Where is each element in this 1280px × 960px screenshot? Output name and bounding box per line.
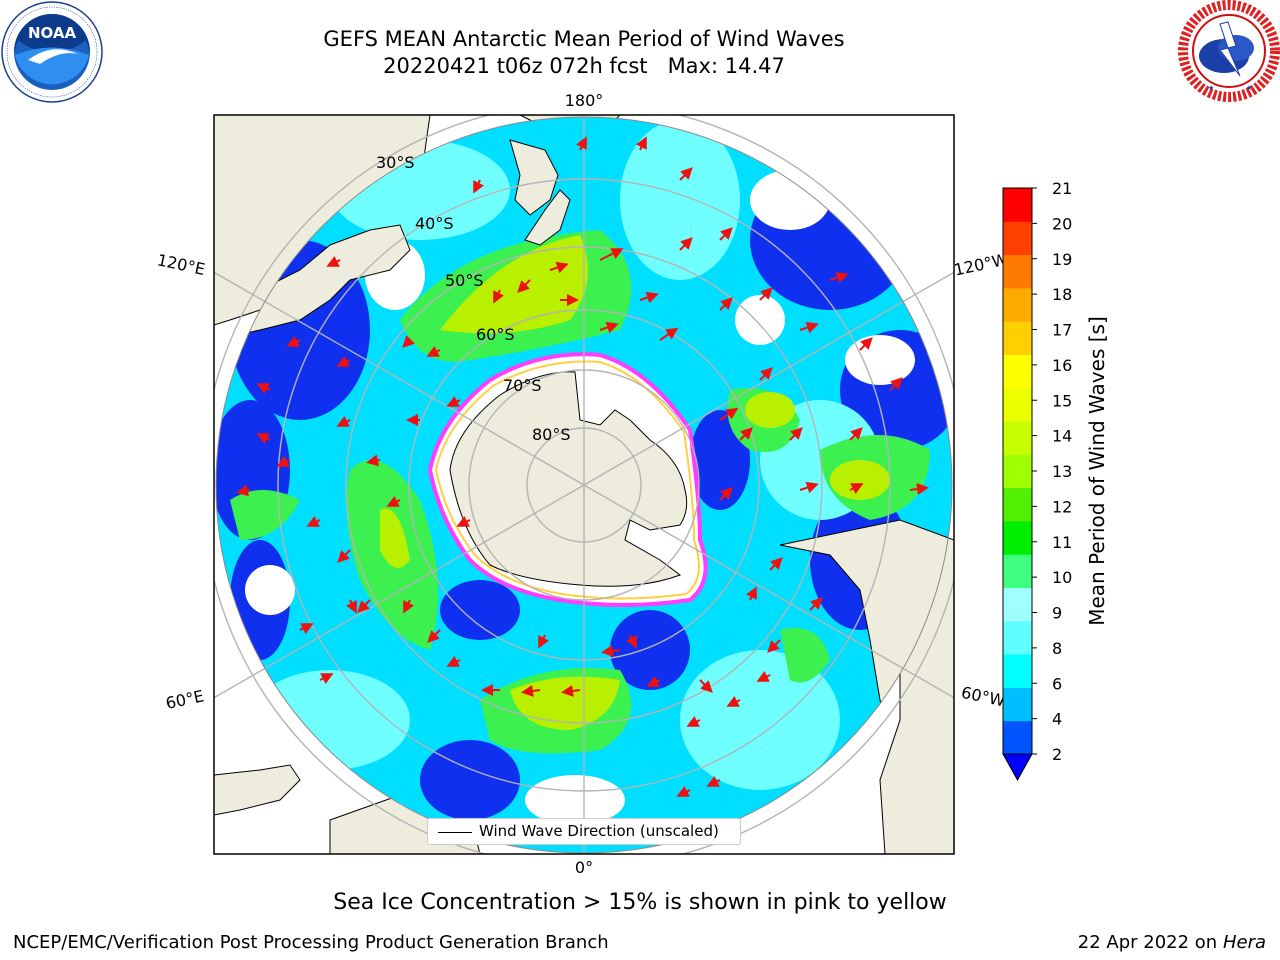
- lon-label-bottom: 0°: [575, 858, 593, 877]
- colorbar-bin: [1003, 454, 1032, 489]
- lon-label-120e: 120°E: [155, 250, 207, 279]
- colorbar-tick-label: 20: [1052, 214, 1072, 233]
- colorbar-bin: [1003, 654, 1032, 688]
- footer-date: 22 Apr 2022 on Hera: [1078, 932, 1266, 953]
- colorbar-bin: [1003, 254, 1032, 289]
- colorbar-tick-label: 13: [1052, 462, 1072, 481]
- colorbar-tick-label: 15: [1052, 391, 1072, 410]
- graticule: [214, 115, 954, 854]
- sea-ice-note: Sea Ice Concentration > 15% is shown in …: [333, 890, 947, 915]
- domain-boundary: [215, 116, 953, 854]
- colorbar: 2 4 6 8 9 10 11 12 13 14 15 16 17 18 19 20 21: [1002, 179, 1072, 782]
- colorbar-tick-label: 17: [1052, 321, 1072, 340]
- legend-line-sample: [438, 832, 472, 833]
- colorbar-bin: [1003, 520, 1032, 555]
- lat-label-40s: 40°S: [415, 214, 454, 233]
- lon-label-60e: 60°E: [164, 686, 206, 713]
- colorbar-label: Mean Period of Wind Waves [s]: [1085, 316, 1109, 626]
- colorbar-tick-label: 14: [1052, 427, 1072, 446]
- lat-label-80s: 80°S: [532, 425, 571, 444]
- colorbar-bin: [1003, 587, 1032, 622]
- plot-subtitle: 20220421 t06z 072h fcst Max: 14.47: [383, 54, 785, 78]
- colorbar-tick-label: 11: [1052, 533, 1072, 552]
- colorbar-bin: [1003, 421, 1032, 455]
- colorbar-bin: [1003, 287, 1032, 322]
- colorbar-tick-label: 2: [1052, 745, 1062, 764]
- svg-text:★: ★: [1246, 84, 1252, 92]
- colorbar-tick-label: 16: [1052, 356, 1072, 375]
- colorbar-bin: [1003, 620, 1032, 655]
- antarctica-land: [449, 371, 688, 587]
- footer-credit: NCEP/EMC/Verification Post Processing Pr…: [13, 932, 609, 953]
- colorbar-tick-label: 12: [1052, 497, 1072, 516]
- colorbar-tick-label: 6: [1052, 674, 1062, 693]
- colorbar-bin: [1003, 321, 1032, 355]
- sea-ice-edge-pink: [427, 352, 708, 607]
- colorbar-tick-label: 19: [1052, 250, 1072, 269]
- sea-ice-edge-yellow: [434, 360, 700, 600]
- colorbar-under-extension: [1002, 753, 1033, 782]
- noaa-logo-text: NOAA: [28, 24, 77, 42]
- colorbar-bin: [1003, 554, 1032, 589]
- colorbar-tick-label: 8: [1052, 639, 1062, 658]
- lon-label-top: 180°: [565, 91, 604, 110]
- svg-text:★: ★: [1208, 84, 1214, 92]
- lat-label-60s: 60°S: [476, 325, 515, 344]
- colorbar-tick-label: 10: [1052, 568, 1072, 587]
- colorbar-bin: [1003, 487, 1032, 522]
- footer-machine: Hera: [1222, 932, 1266, 953]
- lon-label-60w: 60°W: [960, 683, 1007, 711]
- colorbar-bin: [1003, 387, 1032, 422]
- colorbar-bin: [1003, 354, 1032, 389]
- colorbar-bin: [1003, 188, 1032, 222]
- colorbar-bin: [1003, 687, 1032, 722]
- colorbar-tick-label: 21: [1052, 179, 1072, 198]
- lat-label-50s: 50°S: [445, 271, 484, 290]
- noaa-logo: NOAA: [1, 1, 103, 103]
- lat-label-30s: 30°S: [376, 153, 415, 172]
- map-border: [213, 114, 955, 855]
- wind-wave-arrows: [236, 136, 929, 797]
- colorbar-tick-label: 4: [1052, 710, 1062, 729]
- plot-title: GEFS MEAN Antarctic Mean Period of Wind …: [323, 27, 845, 51]
- legend-label: Wind Wave Direction (unscaled): [479, 822, 719, 840]
- footer-date-text: 22 Apr 2022 on: [1077, 932, 1223, 953]
- nws-logo: ★ ★: [1178, 0, 1280, 102]
- lat-label-70s: 70°S: [503, 376, 542, 395]
- map-legend: Wind Wave Direction (unscaled): [427, 818, 741, 845]
- colorbar-bin: [1003, 221, 1032, 256]
- colorbar-tick-label: 18: [1052, 285, 1072, 304]
- colorbar-tick-label: 9: [1052, 604, 1062, 623]
- colorbar-bin: [1003, 720, 1032, 755]
- lon-label-120w: 120°W: [952, 250, 1009, 280]
